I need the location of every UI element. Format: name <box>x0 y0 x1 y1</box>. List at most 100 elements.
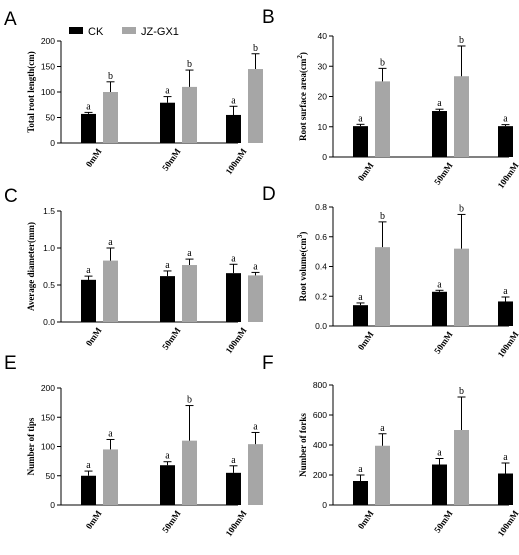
x-tick-label: 100mM <box>224 508 249 538</box>
bar-ck-0mm <box>353 305 368 326</box>
bar-jzgx1-0mm <box>103 449 118 505</box>
bar-ck-50mm <box>432 464 447 505</box>
x-tick-label: 0mM <box>356 508 376 531</box>
significance-label: a <box>437 98 442 109</box>
significance-label: b <box>459 35 464 46</box>
bar-jzgx1-50mm <box>182 265 197 322</box>
y-tick-label: 400 <box>313 440 327 450</box>
significance-label: a <box>358 292 363 303</box>
y-axis-label: Number of tips <box>26 417 36 475</box>
significance-label: a <box>503 286 508 297</box>
bar-jzgx1-100mm <box>248 275 263 322</box>
y-tick-label: 20 <box>318 92 328 102</box>
bar-jzgx1-100mm <box>248 69 263 143</box>
panel-letter: C <box>4 186 18 207</box>
significance-label: a <box>187 248 192 259</box>
significance-label: a <box>437 448 442 459</box>
significance-label: b <box>459 203 464 214</box>
x-tick-label: 0mM <box>84 508 104 531</box>
bar-ck-50mm <box>160 465 175 505</box>
significance-label: a <box>503 114 508 125</box>
significance-label: a <box>86 265 91 276</box>
y-tick-label: 0 <box>50 500 55 510</box>
significance-label: a <box>86 101 91 112</box>
y-tick-label: 0.8 <box>315 202 327 212</box>
panel-d: D 0.0 0.2 0.4 0.6 0.8 Root volume(cm3) a b 0mM a b 5… <box>262 184 519 359</box>
x-tick-label: 100mM <box>496 329 519 359</box>
bar-jzgx1-0mm <box>103 92 118 143</box>
bar-jzgx1-50mm <box>454 76 469 157</box>
y-tick-label: 0.0 <box>315 321 327 331</box>
bar-ck-100mm <box>226 114 241 143</box>
bar-ck-100mm <box>498 301 513 326</box>
x-tick-label: 50mM <box>432 508 455 535</box>
bar-ck-50mm <box>432 111 447 157</box>
legend-swatch-ck <box>69 27 83 34</box>
significance-label: a <box>165 86 170 97</box>
significance-label: a <box>108 428 113 439</box>
significance-label: b <box>253 43 258 54</box>
panel-letter: F <box>262 353 274 374</box>
significance-label: b <box>108 71 113 82</box>
y-axis-label: Root surface area(cm2) <box>296 52 308 141</box>
significance-label: a <box>165 451 170 462</box>
significance-label: b <box>380 57 385 68</box>
x-tick-label: 100mM <box>224 325 249 355</box>
bar-ck-50mm <box>432 291 447 326</box>
panel-f: F 0 200 400 600 800 Number of forks a a 0mM a b 50mM… <box>262 353 519 538</box>
bar-jzgx1-0mm <box>103 260 118 322</box>
y-tick-label: 10 <box>318 122 328 132</box>
y-tick-label: 200 <box>41 383 55 393</box>
y-tick-label: 30 <box>318 61 328 71</box>
legend-label-ck: CK <box>88 26 104 38</box>
panel-a: A 0 50 100 150 200 Total root length(cm) a b 0mM a… <box>4 9 263 176</box>
y-axis-label: Total root length(cm) <box>26 51 36 133</box>
bar-jzgx1-50mm <box>454 248 469 326</box>
panel-letter: D <box>262 184 276 205</box>
bar-jzgx1-0mm <box>375 247 390 326</box>
bar-ck-100mm <box>498 473 513 505</box>
y-tick-label: 0.4 <box>315 262 327 272</box>
y-tick-label: 100 <box>41 442 55 452</box>
x-tick-label: 0mM <box>84 325 104 348</box>
significance-label: a <box>231 253 236 264</box>
significance-label: a <box>437 279 442 290</box>
significance-label: a <box>358 464 363 475</box>
y-tick-label: 0.6 <box>315 232 327 242</box>
x-tick-label: 100mM <box>224 146 249 176</box>
significance-label: b <box>187 59 192 70</box>
y-tick-label: 0.2 <box>315 291 327 301</box>
bar-ck-0mm <box>353 126 368 157</box>
y-axis-label: Number of forks <box>298 413 308 477</box>
y-tick-label: 150 <box>41 62 55 72</box>
x-tick-label: 50mM <box>160 146 183 173</box>
y-tick-label: 50 <box>46 471 56 481</box>
significance-label: a <box>108 237 113 248</box>
panel-letter: A <box>4 9 17 30</box>
significance-label: a <box>165 260 170 271</box>
bar-ck-100mm <box>226 472 241 505</box>
y-tick-label: 40 <box>318 31 328 41</box>
panel-c: C 0.0 0.5 1.0 1.5 Average diameter(mm) a a 0mM a a… <box>4 186 263 355</box>
bar-jzgx1-50mm <box>182 440 197 505</box>
significance-label: a <box>253 421 258 432</box>
y-tick-label: 0.0 <box>43 317 55 327</box>
x-tick-label: 50mM <box>160 508 183 535</box>
panel-b: B 0 10 20 30 40 Root surface area(cm2) a b 0mM a b 5… <box>262 7 519 190</box>
bar-ck-50mm <box>160 102 175 143</box>
bar-ck-0mm <box>81 113 96 143</box>
x-tick-label: 0mM <box>356 160 376 183</box>
x-tick-label: 0mM <box>84 146 104 169</box>
y-tick-label: 800 <box>313 380 327 390</box>
y-tick-label: 100 <box>41 87 55 97</box>
bar-jzgx1-0mm <box>375 445 390 505</box>
bar-ck-100mm <box>226 273 241 322</box>
y-tick-label: 200 <box>313 470 327 480</box>
bar-jzgx1-50mm <box>454 430 469 505</box>
y-tick-label: 200 <box>41 36 55 46</box>
x-tick-label: 100mM <box>496 160 519 190</box>
y-tick-label: 0 <box>322 500 327 510</box>
bar-jzgx1-50mm <box>182 86 197 143</box>
y-tick-label: 0.5 <box>43 280 55 290</box>
